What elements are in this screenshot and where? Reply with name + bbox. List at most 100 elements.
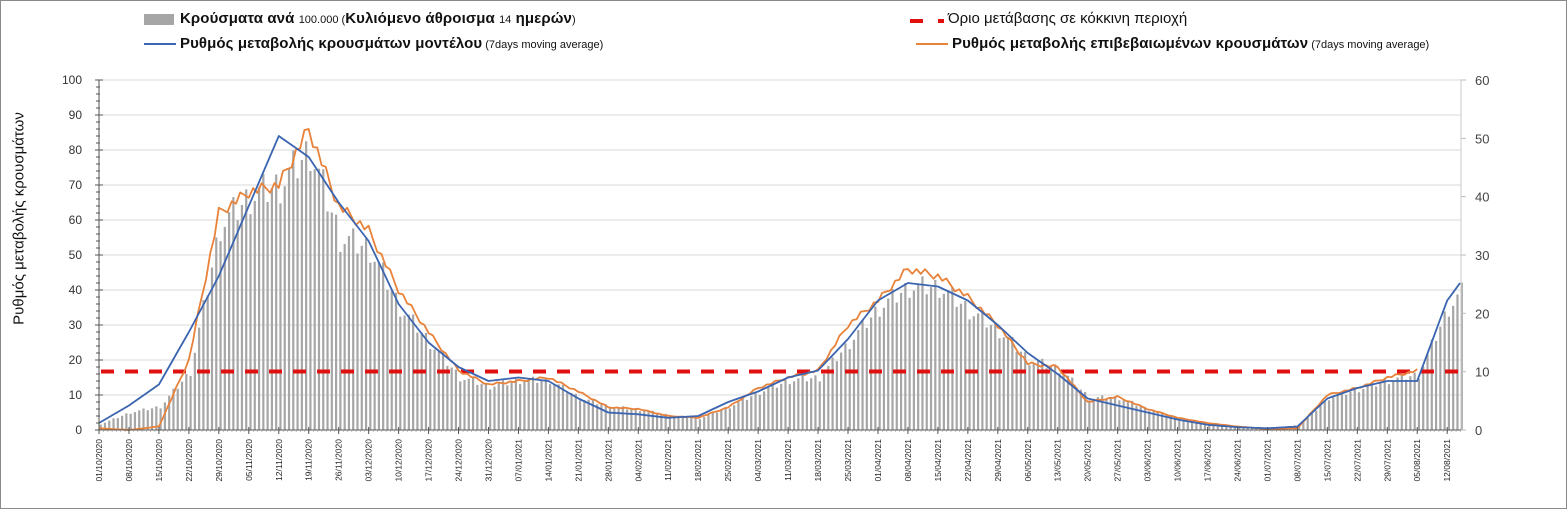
x-tick-label: 11/02/2021 [663, 439, 673, 481]
bar [728, 408, 731, 430]
bar [150, 408, 154, 430]
bar [369, 262, 372, 430]
x-tick-label: 07/01/2021 [513, 439, 523, 482]
bar [180, 381, 184, 430]
bar [544, 377, 547, 430]
bar [377, 261, 380, 430]
bar [600, 404, 603, 430]
bar [1165, 415, 1168, 430]
bar [852, 339, 856, 430]
bar [917, 283, 920, 430]
bar [1327, 400, 1331, 430]
bar [1015, 351, 1018, 430]
bar [942, 293, 945, 430]
bar [788, 384, 791, 430]
bar [1220, 424, 1224, 430]
y-left-tick-label: 40 [69, 283, 83, 297]
bar [459, 381, 462, 430]
bar [797, 378, 800, 430]
legend-text-part: 14 [499, 14, 512, 26]
bar [467, 378, 470, 430]
model-line [98, 135, 1461, 430]
bar [977, 313, 980, 430]
x-tick-label: 22/07/2021 [1352, 439, 1362, 482]
bar [484, 382, 487, 430]
bar [335, 214, 338, 430]
bar [1349, 391, 1352, 430]
bar [210, 267, 214, 430]
bar [1439, 326, 1442, 430]
y-left-tick-label: 10 [69, 388, 83, 402]
bar [891, 288, 894, 430]
bar [959, 303, 963, 430]
bar [339, 251, 342, 430]
bar [257, 187, 261, 430]
x-tick-label: 10/12/2020 [394, 439, 404, 482]
bar [364, 238, 368, 430]
bar [416, 332, 419, 430]
bar [1066, 375, 1070, 430]
x-tick-label: 04/02/2021 [633, 439, 643, 482]
bar [608, 408, 612, 430]
bar [1357, 392, 1361, 430]
bar [1088, 400, 1091, 430]
y-right-tick-label: 10 [1475, 365, 1489, 380]
bar [1229, 425, 1232, 430]
bar [497, 383, 500, 430]
bar [240, 205, 244, 430]
x-tick-label: 01/04/2021 [873, 439, 883, 482]
bar [1413, 372, 1416, 430]
x-tick-label: 11/03/2021 [783, 439, 793, 481]
bar [844, 343, 847, 430]
bar [1375, 386, 1378, 430]
bar [386, 289, 389, 430]
bar [1101, 395, 1104, 430]
bar [159, 408, 162, 430]
x-tick-label: 12/08/2021 [1442, 439, 1452, 482]
bar [262, 173, 265, 430]
bar [1148, 411, 1151, 430]
legend-text-part: Κρούσματα ανά [180, 10, 299, 27]
bar [403, 315, 406, 430]
bar [1332, 397, 1335, 430]
bar [103, 422, 107, 430]
bar [1131, 400, 1134, 430]
bar [266, 202, 269, 430]
bar [763, 391, 766, 430]
bar [185, 374, 188, 430]
bar [1203, 423, 1207, 430]
bar [253, 200, 256, 430]
bar [454, 369, 458, 430]
bar [587, 399, 590, 430]
bar [908, 297, 911, 430]
bar [317, 168, 321, 430]
bar [557, 384, 560, 430]
bar [685, 417, 689, 430]
x-tick-label: 03/12/2020 [364, 439, 374, 482]
bar [1173, 416, 1177, 430]
bar [857, 330, 860, 430]
bar [1062, 374, 1065, 430]
y-left-tick-label: 100 [62, 73, 82, 87]
bar [1434, 340, 1438, 430]
bar [198, 327, 201, 430]
bar [938, 297, 941, 430]
bar [1387, 384, 1391, 430]
y-right-tick-label: 30 [1475, 248, 1489, 263]
bar [643, 410, 646, 430]
bar [578, 400, 582, 430]
bar [822, 373, 826, 430]
bar [1208, 424, 1211, 430]
legend-swatch-bars [144, 13, 174, 25]
bar [1417, 378, 1421, 430]
bar [1186, 419, 1189, 430]
bar [1019, 351, 1022, 430]
bar [827, 365, 830, 430]
bar [1092, 398, 1095, 430]
legend-text-part: (7days moving average) [482, 39, 604, 51]
bar [1105, 399, 1108, 430]
bar [116, 418, 119, 430]
bar [352, 228, 355, 430]
x-tick-label: 05/08/2021 [1412, 439, 1422, 482]
